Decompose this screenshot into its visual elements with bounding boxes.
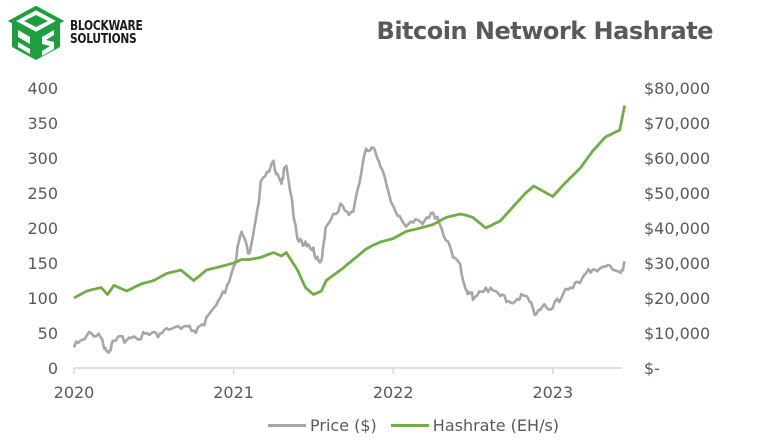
left-axis-tick-label: 50 [38, 324, 58, 343]
price-series-line [72, 146, 626, 355]
left-axis-tick-label: 200 [27, 219, 58, 238]
logo-wordmark: BLOCKWARE SOLUTIONS [70, 19, 143, 47]
right-axis-tick-label: $70,000 [644, 114, 710, 133]
right-axis-tick-label: $60,000 [644, 149, 710, 168]
chart-legend: Price ($) Hashrate (EH/s) [268, 416, 573, 435]
x-axis-tick-label: 2020 [54, 383, 95, 402]
right-axis-tick-label: $30,000 [644, 254, 710, 273]
left-axis-tick-label: 400 [27, 79, 58, 98]
right-axis-tick-label: $10,000 [644, 324, 710, 343]
legend-label-price: Price ($) [310, 416, 377, 435]
left-axis-tick-label: 300 [27, 149, 58, 168]
right-axis-tick-label: $80,000 [644, 79, 710, 98]
right-axis-tick-label: $40,000 [644, 219, 710, 238]
x-axis: 2020 2021 2022 2023 [54, 368, 573, 402]
left-axis-tick-label: 350 [27, 114, 58, 133]
x-axis-tick-label: 2021 [213, 383, 254, 402]
cube-logo-icon [7, 5, 65, 60]
left-y-axis: 400 350 300 250 200 150 100 50 0 [27, 79, 58, 378]
hashrate-series-line [73, 105, 626, 300]
price-swatch [268, 424, 306, 427]
left-axis-tick-label: 150 [27, 254, 58, 273]
left-axis-tick-label: 100 [27, 289, 58, 308]
left-axis-tick-label: 250 [27, 184, 58, 203]
right-y-axis: $80,000 $70,000 $60,000 $50,000 $40,000 $30,0… [644, 79, 710, 378]
legend-item-price: Price ($) [268, 416, 377, 435]
legend-item-hashrate: Hashrate (EH/s) [390, 416, 560, 435]
legend-label-hashrate: Hashrate (EH/s) [432, 416, 560, 435]
chart-title: Bitcoin Network Hashrate [376, 17, 714, 45]
x-axis-tick-label: 2023 [532, 383, 573, 402]
hashrate-swatch [390, 424, 429, 427]
right-axis-tick-label: $50,000 [644, 184, 710, 203]
blockware-logo: BLOCKWARE SOLUTIONS [7, 5, 198, 62]
left-axis-tick-label: 0 [48, 359, 58, 378]
logo-line-2: SOLUTIONS [70, 32, 137, 47]
logo-line-1: BLOCKWARE [70, 19, 143, 34]
right-axis-tick-label: $20,000 [644, 289, 710, 308]
x-axis-tick-label: 2022 [373, 383, 414, 402]
right-axis-tick-label: $- [644, 359, 660, 378]
